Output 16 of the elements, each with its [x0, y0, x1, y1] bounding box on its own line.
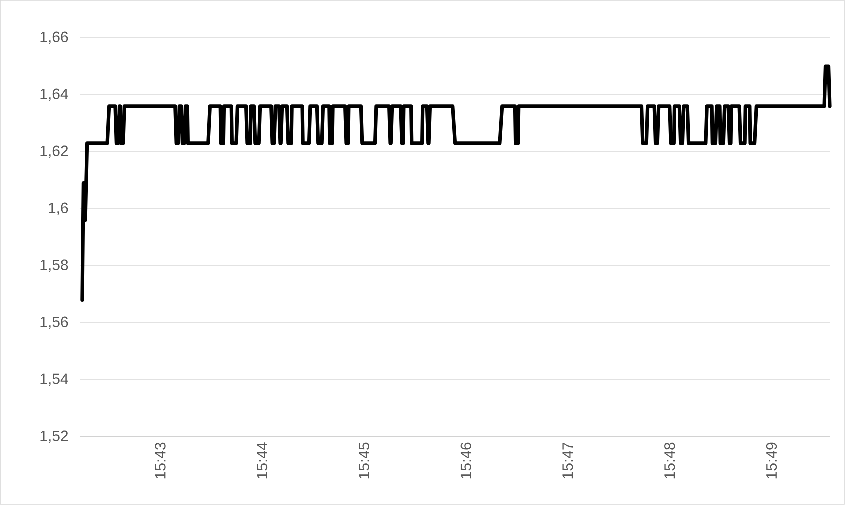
x-tick-label: 15:43 — [155, 442, 166, 479]
x-tick-label: 15:46 — [460, 442, 472, 479]
line-series — [80, 64, 832, 302]
x-tick-label: 15:48 — [664, 442, 676, 479]
y-tick-label: 1,6 — [49, 202, 68, 216]
y-tick-label: 1,66 — [40, 32, 68, 44]
y-tick-label: 1,64 — [40, 88, 68, 102]
x-tick-label: 15:45 — [359, 442, 370, 479]
y-tick-label: 1,62 — [40, 146, 68, 158]
y-tick-label: 1,52 — [40, 430, 68, 444]
x-tick-label: 15:47 — [562, 442, 574, 479]
y-tick-label: 1,54 — [40, 374, 68, 386]
x-tick-label: 15:49 — [766, 442, 778, 479]
x-tick-label: 15:44 — [257, 442, 268, 479]
y-tick-label: 1,56 — [40, 316, 68, 330]
y-tick-label: 1,58 — [40, 260, 68, 272]
